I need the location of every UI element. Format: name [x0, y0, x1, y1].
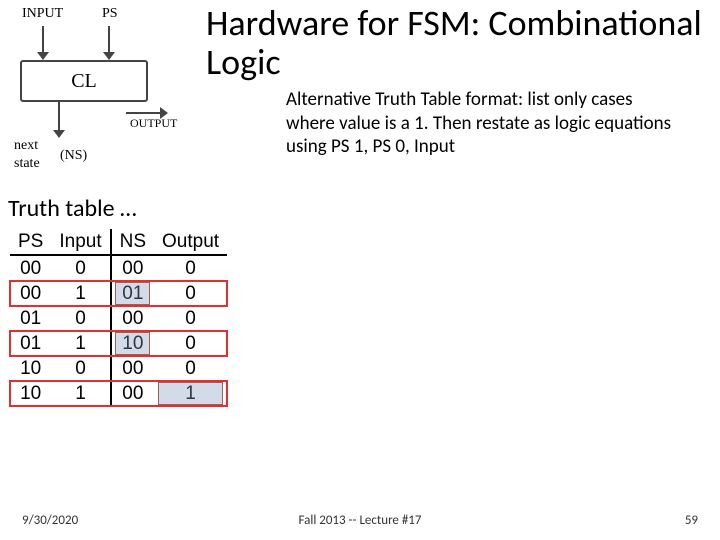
table-cell: 0 — [51, 356, 110, 381]
table-cell: 01 — [10, 331, 51, 356]
table-row: 000000 — [10, 255, 227, 281]
section-label: Truth table … — [8, 194, 712, 223]
col-ns: NS — [111, 229, 154, 255]
table-cell: 0 — [154, 281, 227, 306]
slide-title: Hardware for FSM: Combinational Logic — [196, 4, 712, 82]
table-cell: 1 — [51, 281, 110, 306]
table-cell: 0 — [51, 306, 110, 331]
table-row: 100000 — [10, 356, 227, 381]
table-cell: 00 — [10, 255, 51, 281]
table-header-row: PS Input NS Output — [10, 229, 227, 255]
table-cell: 01 — [111, 281, 154, 306]
footer-date: 9/30/2020 — [22, 513, 78, 528]
fsm-diagram: INPUT PS CL OUTPUT next state (NS) — [8, 4, 188, 184]
truth-table: PS Input NS Output 000000001010010000011… — [10, 229, 227, 406]
table-cell: 1 — [51, 331, 110, 356]
table-row: 001010 — [10, 281, 227, 306]
table-cell: 10 — [10, 356, 51, 381]
table-row: 011100 — [10, 331, 227, 356]
diagram-box-cl: CL — [20, 60, 148, 102]
table-cell: 00 — [111, 255, 154, 281]
table-row: 101001 — [10, 381, 227, 406]
slide-subtitle: Alternative Truth Table format: list onl… — [196, 88, 712, 159]
table-cell: 10 — [111, 331, 154, 356]
table-cell: 00 — [111, 306, 154, 331]
table-cell: 1 — [51, 381, 110, 406]
col-input: Input — [51, 229, 110, 255]
table-cell: 0 — [51, 255, 110, 281]
table-cell: 00 — [10, 281, 51, 306]
diagram-label-ns: (NS) — [60, 148, 87, 164]
table-cell: 01 — [10, 306, 51, 331]
table-cell: 00 — [111, 381, 154, 406]
table-cell: 00 — [111, 356, 154, 381]
diagram-label-ps: PS — [102, 6, 118, 22]
diagram-label-state: state — [14, 156, 40, 172]
col-ps: PS — [10, 229, 51, 255]
diagram-label-next: next — [14, 138, 38, 154]
table-cell: 0 — [154, 255, 227, 281]
table-cell: 0 — [154, 331, 227, 356]
table-cell: 10 — [10, 381, 51, 406]
col-output: Output — [154, 229, 227, 255]
table-cell: 0 — [154, 306, 227, 331]
diagram-label-output: OUTPUT — [130, 116, 177, 131]
table-cell: 0 — [154, 356, 227, 381]
truth-table-wrap: PS Input NS Output 000000001010010000011… — [8, 229, 227, 406]
footer: 9/30/2020 Fall 2013 -- Lecture #17 59 — [0, 513, 720, 528]
table-row: 010000 — [10, 306, 227, 331]
table-cell: 1 — [154, 381, 227, 406]
footer-page: 59 — [685, 513, 698, 528]
diagram-label-input: INPUT — [22, 6, 63, 22]
footer-lecture: Fall 2013 -- Lecture #17 — [299, 513, 422, 528]
